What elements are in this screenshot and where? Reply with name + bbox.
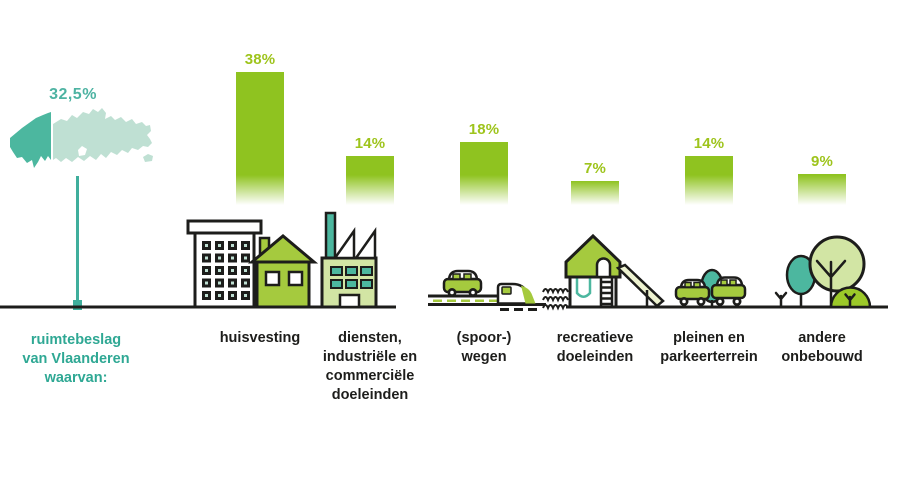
value-label-diensten: 14% (354, 135, 386, 152)
category-onbebouwd: andere onbebouwd (781, 330, 863, 365)
category-recreatie: recreatieve doeleinden (556, 330, 634, 365)
map-light-region (53, 108, 152, 162)
apartment-building-icon (186, 219, 263, 309)
tree-group-icon (774, 235, 872, 309)
chart-caption: ruimtebeslag van Vlaanderen waarvan: (22, 332, 130, 386)
map-pointer-tick (73, 300, 82, 310)
ladder-icon (599, 277, 614, 307)
car-icon (428, 269, 505, 302)
sprout-icon (774, 291, 788, 309)
railway-sleepers (500, 308, 537, 311)
value-label-recreatie: 7% (583, 159, 607, 177)
bar-diensten (346, 156, 394, 205)
railway-tracks-icon (542, 288, 569, 311)
map-pointer-line (76, 176, 79, 304)
bar-recreatie (571, 180, 619, 205)
category-huisvesting: huisvesting (219, 330, 301, 346)
house-icon (247, 234, 319, 309)
category-wegen: (spoor-) wegen (456, 330, 512, 365)
parked-cars-icon (674, 268, 747, 307)
bar-huisvesting (236, 72, 284, 205)
value-label-pleinen: 14% (693, 135, 725, 152)
swing-icon (575, 277, 592, 298)
playground-icon (564, 233, 665, 308)
map-dark-region (10, 112, 51, 168)
factory-icon (320, 211, 378, 309)
slide-icon (615, 263, 665, 308)
flanders-map-icon (10, 108, 153, 168)
illustration-strip (0, 211, 888, 311)
round-tree-icon (808, 235, 866, 309)
bar-wegen (460, 142, 508, 205)
overall-percentage: 32,5% (49, 86, 97, 103)
map-detached-piece (143, 154, 153, 162)
category-diensten: diensten, industriële en commerciële doe… (322, 330, 418, 403)
category-pleinen: pleinen en parkeerterrein (660, 330, 758, 365)
bar-pleinen (685, 156, 733, 205)
value-label-onbebouwd: 9% (810, 152, 834, 170)
bush-icon (829, 286, 872, 309)
map-enclave-hole (78, 146, 87, 156)
value-label-wegen: 18% (468, 121, 500, 138)
value-label-huisvesting: 38% (244, 51, 276, 68)
train-icon (428, 282, 546, 311)
bar-onbebouwd (798, 173, 846, 205)
